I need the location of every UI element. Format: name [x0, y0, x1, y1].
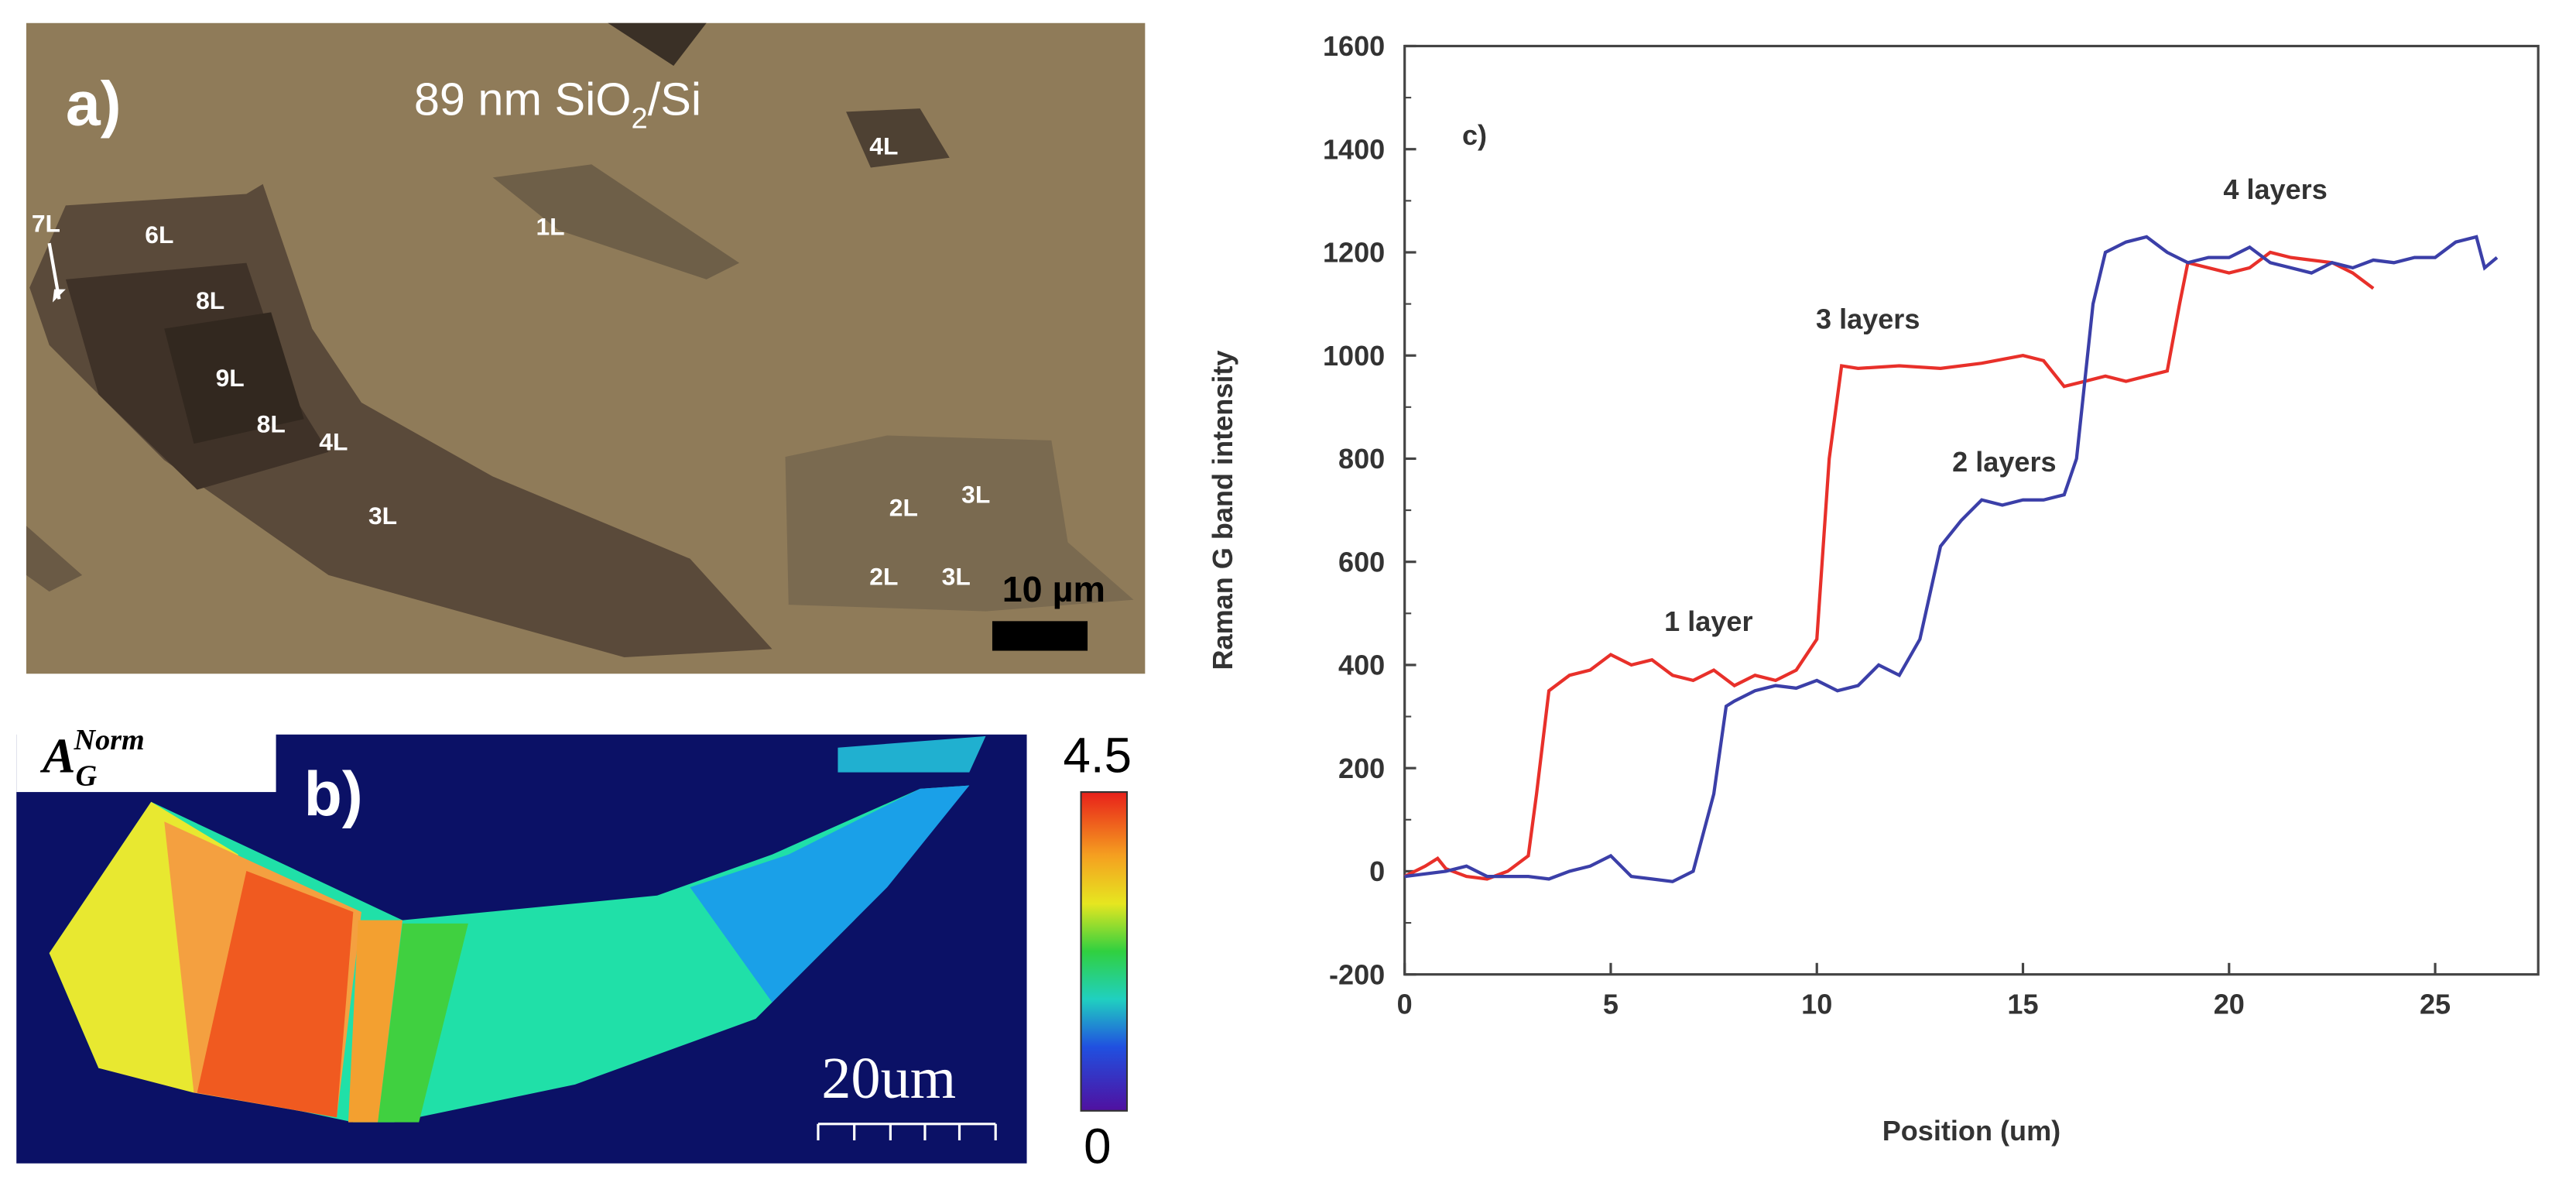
substrate-label: 89 nm SiO2/Si — [414, 74, 701, 135]
line-series — [1403, 250, 2375, 881]
colorbar — [1080, 791, 1129, 1112]
layer-label: 3L — [942, 563, 971, 591]
x-tick-label: 5 — [1603, 989, 1619, 1020]
colorbar-min: 0 — [1084, 1119, 1111, 1174]
y-tick-label: 1000 — [1323, 340, 1385, 372]
y-tick-label: 400 — [1338, 650, 1385, 681]
layer-label: 6L — [145, 221, 173, 249]
x-tick-label: 25 — [2420, 989, 2451, 1020]
panel-label: a) — [66, 69, 122, 139]
layer-label: 2L — [889, 494, 918, 522]
layer-label: 3L — [368, 502, 397, 530]
y-tick-label: -200 — [1329, 958, 1385, 990]
substrate-tail: /Si — [648, 74, 701, 125]
annotation: 4 layers — [2223, 173, 2327, 205]
y-tick-label: 1400 — [1323, 133, 1385, 165]
line-series — [1404, 235, 2499, 883]
optical-image — [26, 22, 1146, 674]
y-tick-label: 0 — [1369, 855, 1385, 887]
y-tick-label: 1200 — [1323, 237, 1385, 269]
layer-labels: 4L 7L 6L 1L 8L 9L 8L 4L 3L 2L 3L 2L 3L — [32, 132, 990, 591]
y-tick-label: 1600 — [1323, 30, 1385, 62]
substrate-sub: 2 — [632, 102, 648, 135]
panel-label: c) — [1462, 119, 1487, 151]
layer-label: 4L — [319, 428, 348, 456]
x-tick-label: 10 — [1801, 989, 1832, 1020]
layer-label: 3L — [961, 481, 990, 509]
quantity-sub: G — [76, 760, 98, 793]
x-axis-label: Position (um) — [1882, 1115, 2060, 1147]
scale-bar — [817, 1123, 997, 1141]
line-chart: -200 0 200 400 600 800 1000 1200 1400 1600 0 5 10 15 2… — [1207, 30, 2540, 1147]
annotation: 1 layer — [1664, 605, 1752, 637]
layer-label: 8L — [196, 286, 224, 314]
colorbar-max: 4.5 — [1064, 728, 1132, 783]
y-tick-label: 800 — [1338, 443, 1385, 475]
layer-label: 9L — [216, 364, 245, 392]
quantity-label: AG Norm — [39, 724, 145, 793]
x-tick-label: 0 — [1397, 989, 1413, 1020]
layer-label: 4L — [869, 132, 898, 160]
quantity-sup: Norm — [74, 724, 145, 756]
y-tick-label: 600 — [1338, 546, 1385, 578]
annotation: 3 layers — [1816, 303, 1920, 335]
y-tick-label: 200 — [1338, 752, 1385, 784]
scale-bar-label: 10 µm — [1002, 569, 1105, 609]
panel-label: b) — [304, 759, 363, 829]
raman-map — [16, 700, 1027, 1164]
quantity: A — [39, 728, 75, 783]
scale-bar-label: 20um — [821, 1045, 956, 1111]
y-axis-label: Raman G band intensity — [1207, 351, 1238, 670]
layer-label: 8L — [257, 410, 286, 437]
x-tick-label: 20 — [2214, 989, 2245, 1020]
layer-label: 2L — [869, 563, 898, 591]
layer-label: 1L — [536, 213, 564, 241]
x-tick-label: 15 — [2007, 989, 2038, 1020]
layer-label: 7L — [32, 209, 60, 237]
annotation: 2 layers — [1952, 446, 2056, 478]
substrate: 89 nm SiO — [414, 74, 632, 125]
